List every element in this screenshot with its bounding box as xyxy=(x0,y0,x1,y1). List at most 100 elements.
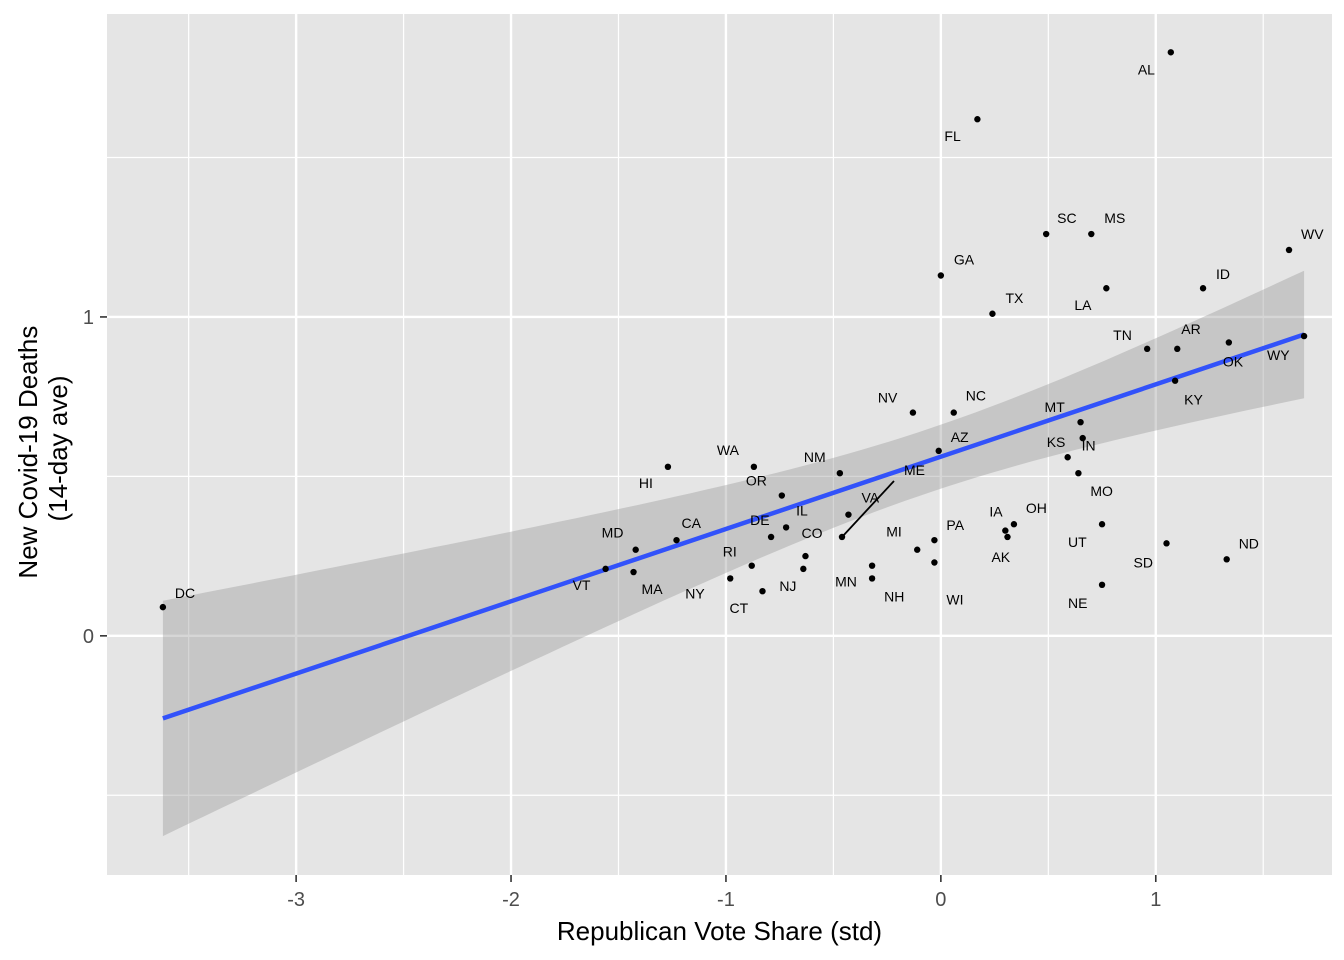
x-tick-label: -2 xyxy=(502,889,520,911)
data-point-il xyxy=(782,524,790,531)
data-point-hi xyxy=(664,463,672,471)
data-point-de xyxy=(767,533,775,541)
y-axis-title-line-1: New Covid-19 Deaths xyxy=(13,326,43,579)
data-point-nv xyxy=(909,409,917,416)
data-point-mt xyxy=(1077,418,1084,426)
point-label-wy: WY xyxy=(1267,347,1290,363)
point-label-in: IN xyxy=(1082,437,1096,453)
data-point-nj xyxy=(800,565,807,573)
point-label-ky: KY xyxy=(1184,392,1203,408)
point-label-il: IL xyxy=(796,502,808,518)
x-axis: -3 -2 -1 0 1 xyxy=(287,875,1161,911)
point-label-de: DE xyxy=(750,512,769,528)
point-label-ct: CT xyxy=(729,600,748,616)
data-point-ok xyxy=(1225,339,1233,346)
data-point-nh xyxy=(868,575,876,582)
data-point-or xyxy=(778,492,786,499)
data-point-ct xyxy=(759,587,766,595)
point-label-wv: WV xyxy=(1301,226,1324,242)
data-points xyxy=(159,49,1308,611)
data-point-mn xyxy=(868,562,876,569)
data-point-nm xyxy=(836,470,844,477)
data-point-sd xyxy=(1163,540,1170,547)
point-label-la: LA xyxy=(1074,297,1092,313)
data-point-az xyxy=(935,447,942,455)
data-point-ga xyxy=(937,272,945,279)
point-label-nm: NM xyxy=(804,449,826,465)
data-point-ia xyxy=(1002,527,1009,534)
x-tick-label: -3 xyxy=(287,889,305,911)
point-label-va: VA xyxy=(861,490,879,506)
data-point-nc xyxy=(950,409,957,416)
point-label-md: MD xyxy=(602,525,624,541)
y-axis-title: New Covid-19 Deaths (14-day ave) xyxy=(13,318,73,578)
major-gridlines xyxy=(107,14,1332,875)
point-label-dc: DC xyxy=(175,585,195,601)
data-point-wv xyxy=(1285,246,1293,254)
x-tick-label: 1 xyxy=(1150,889,1161,911)
point-label-ny: NY xyxy=(685,585,705,601)
data-point-dc xyxy=(159,603,167,611)
data-point-co xyxy=(802,552,809,560)
regression-line xyxy=(162,332,1305,721)
regression-line-layer xyxy=(162,332,1305,721)
point-label-oh: OH xyxy=(1026,500,1047,516)
y-tick-label: 1 xyxy=(83,307,94,329)
label-leader-me xyxy=(841,480,895,538)
point-label-az: AZ xyxy=(951,429,969,445)
data-point-tx xyxy=(989,310,996,317)
point-label-nv: NV xyxy=(878,390,898,406)
data-point-ca xyxy=(673,536,680,544)
point-label-ma: MA xyxy=(642,581,664,597)
minor-gridlines xyxy=(107,14,1332,875)
data-point-md xyxy=(632,546,639,553)
data-point-ut xyxy=(1098,521,1106,528)
point-label-id: ID xyxy=(1216,266,1230,282)
x-tick-label: -1 xyxy=(717,889,735,911)
data-point-va xyxy=(845,511,852,518)
point-label-ar: AR xyxy=(1181,321,1200,337)
point-label-tn: TN xyxy=(1113,327,1132,343)
data-point-mo xyxy=(1075,470,1082,477)
point-label-ok: OK xyxy=(1223,353,1244,369)
point-label-pa: PA xyxy=(946,517,964,533)
point-label-al: AL xyxy=(1138,61,1155,77)
data-point-pa xyxy=(931,536,938,544)
point-label-mo: MO xyxy=(1090,483,1113,499)
confidence-band xyxy=(162,270,1305,837)
point-label-mi: MI xyxy=(886,524,902,540)
point-label-sc: SC xyxy=(1057,210,1076,226)
point-label-mt: MT xyxy=(1045,399,1066,415)
data-point-vt xyxy=(602,565,609,573)
data-point-sc xyxy=(1042,230,1050,238)
point-label-sd: SD xyxy=(1134,554,1153,570)
data-point-ky xyxy=(1171,377,1179,384)
x-axis-title: Republican Vote Share (std) xyxy=(557,916,882,946)
x-tick-label: 0 xyxy=(935,889,946,911)
data-point-tn xyxy=(1143,345,1151,353)
data-point-al xyxy=(1167,49,1175,56)
point-label-ms: MS xyxy=(1104,210,1125,226)
point-label-ca: CA xyxy=(682,515,702,531)
data-point-nd xyxy=(1223,556,1230,563)
point-label-tx: TX xyxy=(1005,290,1024,306)
point-label-wa: WA xyxy=(717,442,740,458)
point-label-nj: NJ xyxy=(779,578,796,594)
point-label-me: ME xyxy=(904,462,925,478)
point-label-mn: MN xyxy=(835,574,857,590)
point-labels: AL FL SC MS WV GA ID LA TX TN AR OK WY KY NV NC MT KS AZ IN… xyxy=(175,61,1324,616)
point-label-hi: HI xyxy=(639,475,653,491)
data-point-ms xyxy=(1088,230,1095,238)
point-label-ut: UT xyxy=(1068,534,1087,550)
data-point-ma xyxy=(630,568,637,576)
data-point-wi xyxy=(931,559,938,566)
data-point-ks xyxy=(1079,434,1086,442)
data-point-ak xyxy=(1004,533,1011,541)
data-point-wy xyxy=(1300,332,1308,340)
point-label-fl: FL xyxy=(944,128,961,144)
data-point-ny xyxy=(727,575,734,582)
point-label-ak: AK xyxy=(991,549,1010,565)
point-label-or: OR xyxy=(746,473,767,489)
data-point-oh xyxy=(1010,521,1018,528)
